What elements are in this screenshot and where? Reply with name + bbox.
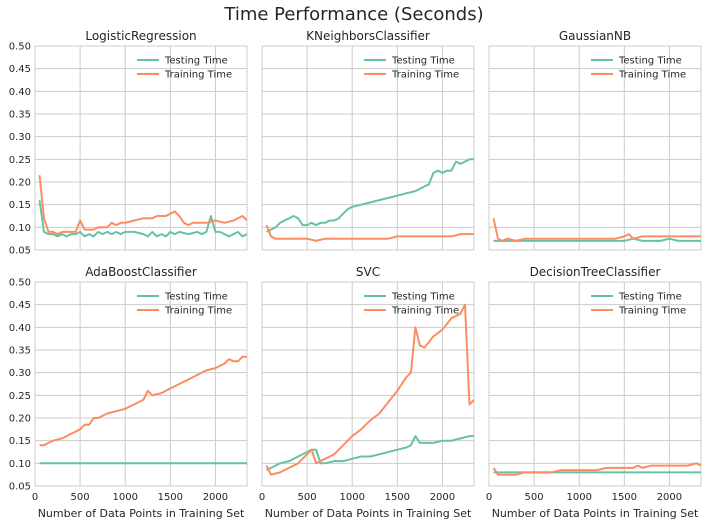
x-tick-label: 1500: [158, 492, 183, 503]
panel-logisticregression: 0.05 0.10 0.15 0.20 0.25 0.30 0.35 0.40 0.45 0.50…: [9, 29, 248, 257]
legend-label: Testing Time: [164, 292, 228, 303]
series-line-training: [265, 303, 474, 476]
panel-title: DecisionTreeClassifier: [530, 265, 661, 279]
y-tick-label: 0.35: [9, 110, 31, 121]
panel-title: GaussianNB: [559, 29, 631, 43]
y-tick-label: 0.30: [9, 368, 31, 379]
plot-frame: [261, 45, 475, 251]
y-tick-label: 0.50: [9, 42, 31, 53]
y-tick-label: 0.50: [9, 278, 31, 289]
legend-label: Training Time: [618, 306, 686, 317]
panel-title: KNeighborsClassifier: [306, 29, 430, 43]
y-tick-label: 0.05: [9, 246, 31, 257]
x-tick-label: 0: [259, 492, 265, 503]
x-axis-label: Number of Data Points in Training Set: [265, 507, 472, 520]
y-tick-label: 0.35: [9, 346, 31, 357]
x-tick-label: 0: [32, 492, 38, 503]
panel-title: SVC: [356, 265, 380, 279]
legend-label: Testing Time: [391, 292, 455, 303]
y-tick-label: 0.45: [9, 300, 31, 311]
y-tick-label: 0.20: [9, 178, 31, 189]
y-tick-label: 0.15: [9, 436, 31, 447]
panel-title: LogisticRegression: [85, 29, 196, 43]
panel-title: AdaBoostClassifier: [85, 265, 197, 279]
legend-label: Testing Time: [618, 56, 682, 67]
x-tick-label: 1000: [112, 492, 137, 503]
x-axis-label: Number of Data Points in Training Set: [38, 507, 245, 520]
y-tick-label: 0.10: [9, 223, 31, 234]
plot-area: [262, 282, 474, 486]
plot-frame: [488, 281, 702, 487]
x-tick-label: 0: [486, 492, 492, 503]
plot-frame: [488, 45, 702, 251]
series-line-testing: [493, 237, 701, 242]
series-line-training: [265, 224, 474, 242]
y-tick-label: 0.25: [9, 391, 31, 402]
series-line-testing: [266, 435, 474, 471]
x-tick-label: 2000: [430, 492, 455, 503]
x-tick-label: 500: [525, 492, 544, 503]
plot-frame: [34, 281, 248, 487]
x-tick-label: 1000: [339, 492, 364, 503]
panel-svc: 0 500 1000 1500 2000 Number of Data Points in…: [259, 265, 475, 520]
x-tick-label: 1000: [566, 492, 591, 503]
y-tick-label: 0.45: [9, 64, 31, 75]
legend-label: Testing Time: [618, 292, 682, 303]
panel-decisiontreeclassifier: 0 500 1000 1500 2000 Number of Data Points in…: [486, 265, 702, 520]
y-tick-label: 0.40: [9, 323, 31, 334]
x-tick-label: 500: [298, 492, 317, 503]
x-tick-label: 1500: [385, 492, 410, 503]
y-tick-label: 0.25: [9, 155, 31, 166]
legend-label: Training Time: [391, 306, 459, 317]
y-tick-label: 0.15: [9, 200, 31, 211]
x-tick-label: 2000: [203, 492, 228, 503]
legend-label: Training Time: [164, 70, 232, 81]
x-tick-label: 2000: [657, 492, 682, 503]
series-line-training: [38, 175, 247, 236]
panel-gaussiannb: GaussianNB Testing Time Training Time: [488, 29, 702, 251]
x-tick-label: 1500: [612, 492, 637, 503]
series-line-training: [39, 355, 247, 447]
legend-label: Training Time: [391, 70, 459, 81]
legend-label: Training Time: [164, 306, 232, 317]
plot-area: [489, 282, 701, 486]
plot-frame: [261, 281, 475, 487]
series-line-training: [492, 218, 701, 242]
panel-adaboostclassifier: 0.05 0.10 0.15 0.20 0.25 0.30 0.35 0.40 0.45 0.50…: [9, 265, 248, 520]
series-line-testing: [38, 199, 247, 238]
series-line-training: [492, 462, 701, 476]
x-tick-label: 500: [71, 492, 90, 503]
y-tick-label: 0.10: [9, 459, 31, 470]
plot-area: [35, 282, 247, 486]
y-tick-label: 0.05: [9, 482, 31, 493]
legend-label: Testing Time: [164, 56, 228, 67]
legend-label: Training Time: [618, 70, 686, 81]
plot-area: [262, 46, 474, 250]
series-line-testing: [266, 158, 474, 233]
plot-area: [489, 46, 701, 250]
x-axis-label: Number of Data Points in Training Set: [492, 507, 699, 520]
figure-title: Time Performance (Seconds): [224, 4, 484, 25]
panel-kneighborsclassifier: KNeighborsClassifier Testing Time Training…: [261, 29, 475, 251]
y-tick-label: 0.40: [9, 87, 31, 98]
plot-frame: [34, 45, 248, 251]
legend-label: Testing Time: [391, 56, 455, 67]
y-tick-label: 0.30: [9, 132, 31, 143]
y-tick-label: 0.20: [9, 414, 31, 425]
